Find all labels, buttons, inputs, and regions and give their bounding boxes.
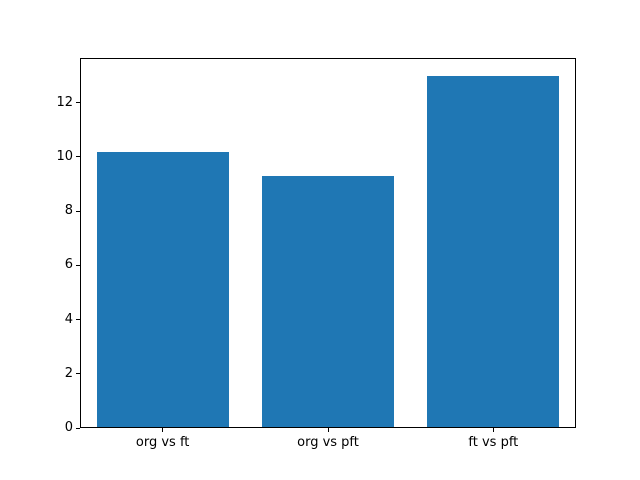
x-tick-mark	[327, 428, 329, 432]
x-tick-label: org vs pft	[297, 435, 359, 450]
y-tick-label: 4	[64, 311, 73, 327]
y-tick-mark	[76, 319, 80, 321]
bar	[96, 151, 229, 428]
y-tick-mark	[76, 427, 80, 429]
x-tick-label: ft vs pft	[468, 435, 519, 450]
bar	[427, 75, 560, 428]
y-tick-mark	[76, 156, 80, 158]
y-tick-mark	[76, 373, 80, 375]
y-tick-mark	[76, 210, 80, 212]
y-tick-label: 8	[64, 203, 73, 219]
y-tick-label: 0	[64, 420, 73, 435]
x-tick-mark	[492, 428, 494, 432]
y-tick-label: 10	[56, 148, 73, 164]
y-tick-label: 2	[64, 365, 73, 381]
bar	[261, 175, 395, 428]
plot-area	[80, 58, 576, 428]
y-tick-mark	[76, 264, 80, 266]
x-tick-label: org vs ft	[135, 435, 190, 450]
y-tick-label: 6	[64, 257, 73, 273]
y-tick-mark	[76, 102, 80, 104]
x-tick-mark	[162, 428, 164, 432]
y-tick-label: 12	[56, 94, 73, 110]
